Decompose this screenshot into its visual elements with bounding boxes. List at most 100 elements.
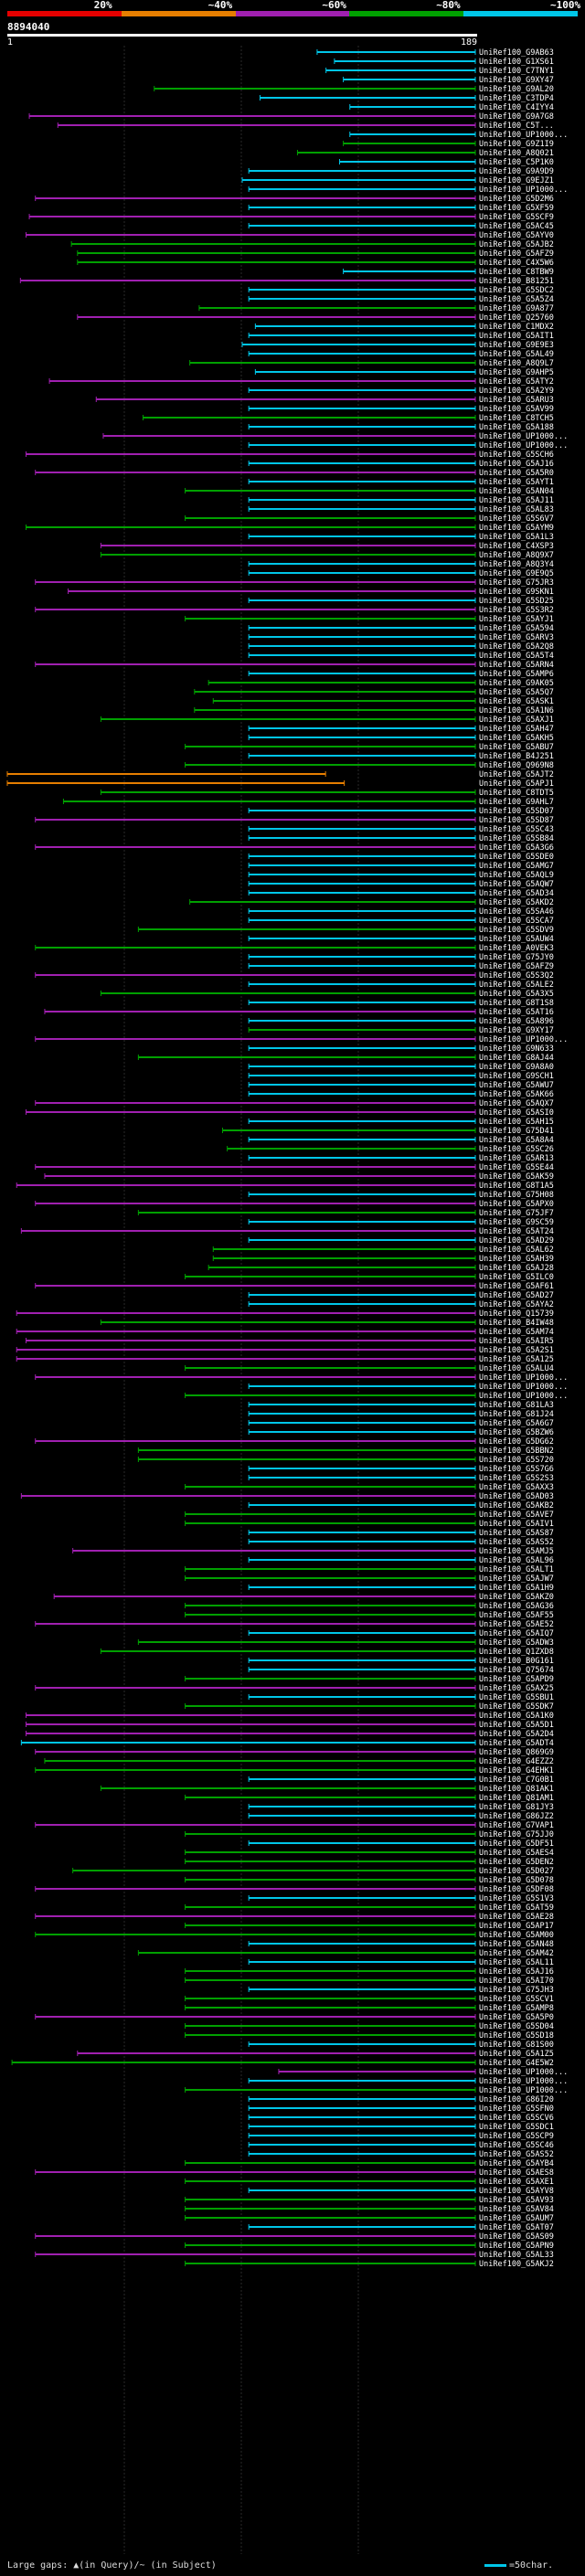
hit-id-label: UniRef100_G5ILC0 — [479, 1273, 554, 1282]
hit-id-label: UniRef100_G5AM42 — [479, 1949, 554, 1958]
hit-id-label: UniRef100_G5AFZ9 — [479, 249, 554, 259]
hit-id-label: UniRef100_G4E5W2 — [479, 2059, 554, 2068]
hit-id-label: UniRef100_G9XY17 — [479, 1026, 554, 1035]
hit-id-label: UniRef100_G9E9Q5 — [479, 569, 554, 578]
hit-id-label: UniRef100_G5AMG7 — [479, 862, 554, 871]
hit-id-label: UniRef100_UP1000... — [479, 186, 568, 195]
hit-id-label: UniRef100_G5AV93 — [479, 2196, 554, 2205]
hit-id-label: UniRef100_G5A5T4 — [479, 652, 554, 661]
hit-id-label: UniRef100_G5A896 — [479, 1017, 554, 1026]
hit-id-label: UniRef100_G9A877 — [479, 304, 554, 313]
hit-id-label: UniRef100_G9SCH1 — [479, 1072, 554, 1081]
hit-id-label: UniRef100_G5AIT1 — [479, 332, 554, 341]
hit-id-label: UniRef100_G5AP17 — [479, 1922, 554, 1931]
hit-id-label: UniRef100_G5ATY2 — [479, 377, 554, 387]
hit-id-label: UniRef100_G5APX0 — [479, 1200, 554, 1209]
hit-id-label: UniRef100_G5AXE1 — [479, 2178, 554, 2187]
hit-id-label: UniRef100_G5SDV9 — [479, 926, 554, 935]
hit-id-label: UniRef100_G5AT24 — [479, 1227, 554, 1236]
hit-id-label: UniRef100_Q81AM1 — [479, 1794, 554, 1803]
hit-id-label: UniRef100_UP1000... — [479, 2086, 568, 2095]
legend-label: ~80% — [436, 0, 461, 11]
hit-id-label: UniRef100_G5AM74 — [479, 1328, 554, 1337]
hit-id-label: UniRef100_G5AS09 — [479, 2232, 554, 2242]
hit-id-label: UniRef100_G5SC43 — [479, 825, 554, 834]
hit-id-label: UniRef100_G5AF61 — [479, 1282, 554, 1291]
hit-id-label: UniRef100_G75D41 — [479, 1127, 554, 1136]
hit-id-label: UniRef100_G9A7G8 — [479, 112, 554, 122]
hit-id-label: UniRef100_G5SDC1 — [479, 2123, 554, 2132]
hit-id-label: UniRef100_G8T1A5 — [479, 1182, 554, 1191]
hit-id-label: UniRef100_G5SBU1 — [479, 1693, 554, 1702]
hit-id-label: UniRef100_G5AES4 — [479, 1849, 554, 1858]
hit-id-label: UniRef100_G75JR3 — [479, 578, 554, 588]
hit-id-label: UniRef100_C4X5W6 — [479, 259, 554, 268]
hit-id-label: UniRef100_G5A2D4 — [479, 1730, 554, 1739]
hit-id-label: UniRef100_C5T... — [479, 122, 554, 131]
hit-id-label: UniRef100_G5AKD2 — [479, 898, 554, 907]
hit-id-label: UniRef100_G5D2M6 — [479, 195, 554, 204]
hit-id-label: UniRef100_G5SC26 — [479, 1145, 554, 1154]
legend-label: ~40% — [207, 0, 233, 11]
hit-id-label: UniRef100_G5SE44 — [479, 1163, 554, 1172]
hit-id-label: UniRef100_G5BZW6 — [479, 1428, 554, 1437]
hit-id-label: UniRef100_G5A5Z4 — [479, 295, 554, 304]
hit-id-label: UniRef100_G5A3G6 — [479, 843, 554, 853]
hit-id-label: UniRef100_G5SCA7 — [479, 917, 554, 926]
hit-id-label: UniRef100_C8TCH5 — [479, 414, 554, 423]
hit-id-label: UniRef100_G5S3R2 — [479, 606, 554, 615]
hit-id-label: UniRef100_G5S1V3 — [479, 1894, 554, 1903]
hit-id-label: UniRef100_G5AK59 — [479, 1172, 554, 1182]
hit-id-label: UniRef100_G5A2Q8 — [479, 642, 554, 652]
hit-id-label: UniRef100_G5AE52 — [479, 1620, 554, 1629]
hit-id-label: UniRef100_G5AQW7 — [479, 880, 554, 889]
legend-swatch — [121, 11, 236, 16]
hit-id-label: UniRef100_G5AE28 — [479, 1913, 554, 1922]
hit-id-label: UniRef100_G5A594 — [479, 624, 554, 633]
hit-id-label: UniRef100_G5APN9 — [479, 2242, 554, 2251]
hit-id-label: UniRef100_G5ADT4 — [479, 1739, 554, 1748]
hit-id-label: UniRef100_G9AK05 — [479, 679, 554, 688]
hit-id-label: UniRef100_C4XSP3 — [479, 542, 554, 551]
hit-id-label: UniRef100_G5AJ16 — [479, 460, 554, 469]
hit-id-label: UniRef100_G81LA3 — [479, 1401, 554, 1410]
hit-id-label: UniRef100_G5AG36 — [479, 1602, 554, 1611]
hit-id-label: UniRef100_G5SC46 — [479, 2141, 554, 2150]
hit-id-label: UniRef100_G5AUW4 — [479, 935, 554, 944]
hit-id-label: UniRef100_A8Q9L7 — [479, 359, 554, 368]
legend-label: ~100% — [550, 0, 581, 11]
hit-id-label: UniRef100_C8TDT5 — [479, 789, 554, 798]
hit-id-label: UniRef100_G5AL33 — [479, 2251, 554, 2260]
hit-id-label: UniRef100_G5SD25 — [479, 597, 554, 606]
hit-id-label: UniRef100_G5AT07 — [479, 2223, 554, 2232]
hit-id-label: UniRef100_G5ARU3 — [479, 396, 554, 405]
hit-id-label: UniRef100_G5A1L3 — [479, 533, 554, 542]
scale-line-icon — [484, 2563, 506, 2567]
hit-id-label: UniRef100_G5AL62 — [479, 1246, 554, 1255]
hit-id-label: UniRef100_G5AX25 — [479, 1684, 554, 1693]
hit-id-label: UniRef100_G5ALU4 — [479, 1364, 554, 1373]
hit-id-label: UniRef100_G5A5R0 — [479, 469, 554, 478]
hit-id-label: UniRef100_G81JY3 — [479, 1803, 554, 1812]
query-id: 8894040 — [7, 21, 50, 33]
hit-id-label: UniRef100_G5XF59 — [479, 204, 554, 213]
hit-id-label: UniRef100_G5SCH6 — [479, 451, 554, 460]
hit-id-label: UniRef100_G5AH47 — [479, 725, 554, 734]
hit-id-label: UniRef100_G5SDE0 — [479, 853, 554, 862]
hit-id-label: UniRef100_G5AK66 — [479, 1090, 554, 1099]
hit-id-label: UniRef100_G5AF55 — [479, 1611, 554, 1620]
hit-id-label: UniRef100_G5AJ28 — [479, 1264, 554, 1273]
hit-id-label: UniRef100_A8Q3Y4 — [479, 560, 554, 569]
hit-id-label: UniRef100_G4EHK1 — [479, 1766, 554, 1776]
hit-id-label: UniRef100_G75JF7 — [479, 1209, 554, 1218]
hit-id-label: UniRef100_G5A5P0 — [479, 2013, 554, 2022]
hit-id-label: UniRef100_G5A1Z5 — [479, 2050, 554, 2059]
hit-id-label: UniRef100_C3TDP4 — [479, 94, 554, 103]
hit-id-label: UniRef100_G5AMP8 — [479, 2004, 554, 2013]
hit-id-label: UniRef100_G9XY47 — [479, 76, 554, 85]
hit-id-label: UniRef100_UP1000... — [479, 2077, 568, 2086]
hit-id-label: UniRef100_A8Q021 — [479, 149, 554, 158]
hit-id-label: UniRef100_G5A125 — [479, 1355, 554, 1364]
hit-id-label: UniRef100_G1XS61 — [479, 58, 554, 67]
